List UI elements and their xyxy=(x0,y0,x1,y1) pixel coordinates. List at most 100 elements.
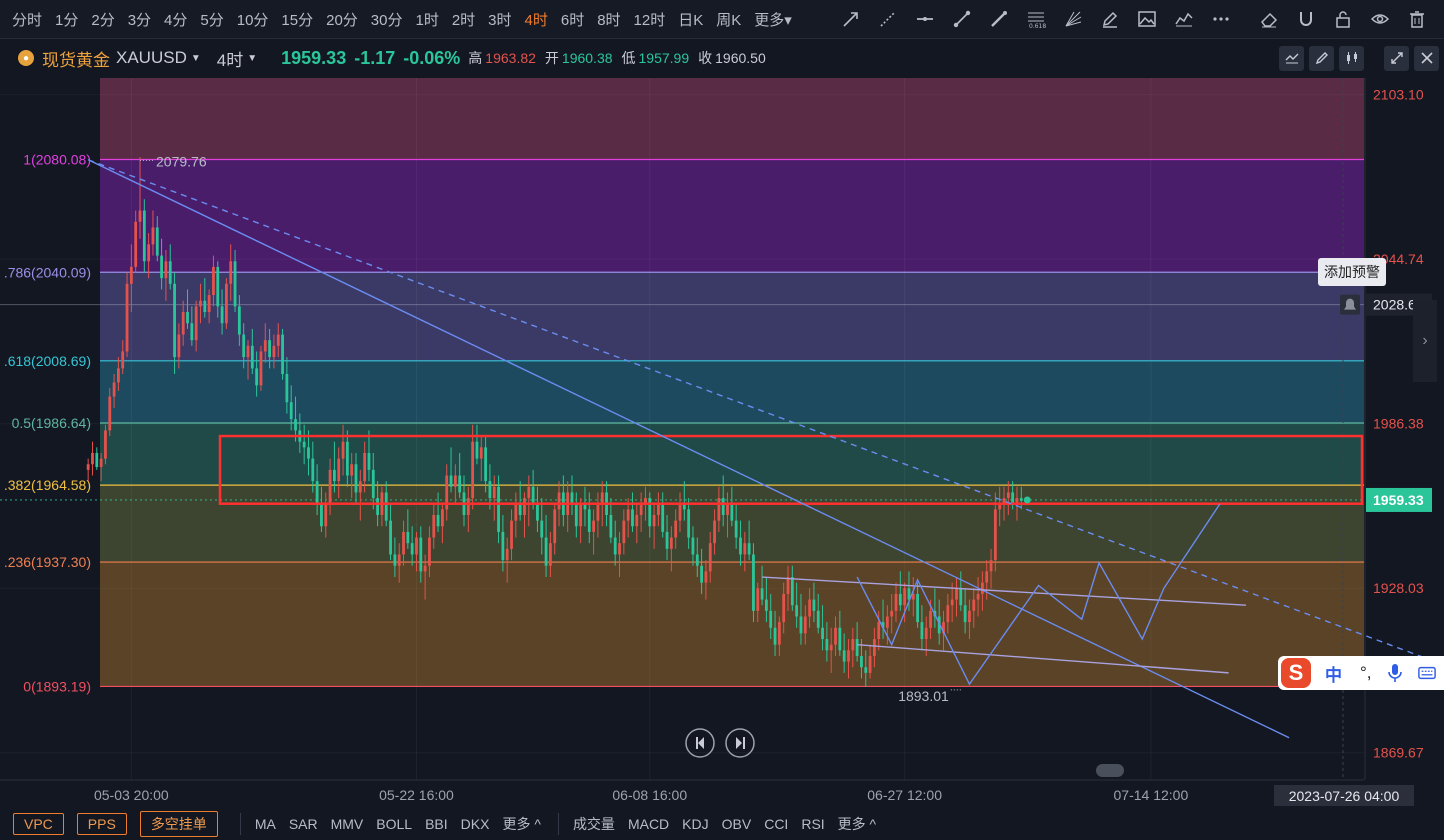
indicator-settings-icon[interactable] xyxy=(1279,45,1304,71)
resistance-box[interactable] xyxy=(218,434,1364,505)
horizontal-line-icon[interactable] xyxy=(912,6,938,32)
ime-punctuation[interactable]: °, xyxy=(1360,663,1372,682)
main_indicators-1[interactable]: SAR xyxy=(288,816,318,832)
timeframe-9[interactable]: 30分 xyxy=(370,11,403,29)
period-label[interactable]: 4时 xyxy=(216,50,244,70)
trendline-lower-channel[interactable] xyxy=(857,643,1229,674)
timeframe-10[interactable]: 1时 xyxy=(415,11,439,29)
candle-154 xyxy=(752,554,755,611)
fib-band-0.618 xyxy=(100,360,1364,423)
sub_indicators-0[interactable]: 成交量 xyxy=(572,816,615,832)
symbol-code[interactable]: XAUUSD xyxy=(116,48,187,67)
sogou-logo-icon[interactable]: S xyxy=(1281,658,1311,688)
candle-159 xyxy=(773,627,777,645)
timeframe-4[interactable]: 4分 xyxy=(164,11,188,29)
fibonacci-icon[interactable]: 0.618 xyxy=(1023,6,1049,32)
symbol-caret-down-icon[interactable]: ▼ xyxy=(190,52,201,64)
timeframe-19[interactable]: 更多▾ xyxy=(754,11,792,29)
period-caret-down-icon[interactable]: ▼ xyxy=(247,52,258,64)
candle-119 xyxy=(600,492,604,504)
trash-icon[interactable] xyxy=(1404,6,1430,32)
pill-0[interactable]: VPC xyxy=(13,813,64,835)
sub_indicators-5[interactable]: RSI xyxy=(801,816,825,832)
timeframe-13[interactable]: 4时 xyxy=(524,11,548,29)
candle-style-icon[interactable] xyxy=(1339,45,1364,71)
main_indicators-4[interactable]: BBI xyxy=(425,816,448,832)
magnet-icon[interactable] xyxy=(1293,6,1319,32)
main_indicators-6[interactable]: 更多 ^ xyxy=(502,816,541,832)
candle-24 xyxy=(190,323,194,341)
eye-icon[interactable] xyxy=(1367,6,1393,32)
timeframe-1[interactable]: 1分 xyxy=(55,11,79,29)
sub_indicators-6[interactable]: 更多 ^ xyxy=(837,816,877,832)
image-icon[interactable] xyxy=(1134,6,1160,32)
pencil-icon[interactable] xyxy=(1097,6,1123,32)
trendline-downtrend-dashed[interactable] xyxy=(87,159,1428,660)
candle-174 xyxy=(838,627,842,651)
timeframe-17[interactable]: 日K xyxy=(678,11,704,29)
microphone-icon[interactable] xyxy=(1386,663,1404,683)
playback-next-button[interactable] xyxy=(725,728,755,758)
timeframe-12[interactable]: 3时 xyxy=(488,11,512,29)
candle-74 xyxy=(406,531,410,544)
keyboard-icon[interactable] xyxy=(1417,663,1436,683)
sub_indicators-1[interactable]: MACD xyxy=(627,816,670,832)
timeframe-15[interactable]: 8时 xyxy=(597,11,621,29)
trend-line-icon[interactable] xyxy=(838,6,864,32)
chevron-right-icon[interactable]: › xyxy=(1413,300,1437,382)
main_indicators-2[interactable]: MMV xyxy=(330,816,364,832)
low-label: 低 xyxy=(621,50,636,66)
pill-1[interactable]: PPS xyxy=(76,813,127,835)
more-icon[interactable] xyxy=(1208,6,1234,32)
bell-icon[interactable] xyxy=(1344,298,1356,310)
timeframe-8[interactable]: 20分 xyxy=(326,11,358,29)
candle-84 xyxy=(449,475,453,487)
scroll-toggle[interactable] xyxy=(1096,764,1124,777)
timeframe-0[interactable]: 分时 xyxy=(12,11,43,29)
pill-2[interactable]: 多空挂单 xyxy=(139,811,218,837)
brush-icon[interactable] xyxy=(986,6,1012,32)
ray-icon[interactable] xyxy=(875,6,901,32)
timeframe-11[interactable]: 2时 xyxy=(451,11,476,29)
fan-icon[interactable] xyxy=(1060,6,1086,32)
ime-language[interactable]: 中 xyxy=(1325,665,1342,685)
eraser-icon[interactable] xyxy=(1256,6,1282,32)
timeframe-6[interactable]: 10分 xyxy=(236,11,269,29)
segment-icon[interactable] xyxy=(949,6,975,32)
candlestick-chart[interactable]: 1(2080.08) .786(2040.09) .618(2008.69) 0.5(… xyxy=(0,78,1444,806)
candle-144 xyxy=(708,543,712,572)
candle-188 xyxy=(898,593,902,606)
trendline-neckline[interactable] xyxy=(762,576,1246,606)
main_indicators-0[interactable]: MA xyxy=(254,816,276,832)
timeframe-3[interactable]: 3分 xyxy=(127,11,152,29)
lock-icon[interactable] xyxy=(1330,6,1356,32)
sub_indicators-3[interactable]: OBV xyxy=(721,816,752,832)
candle-27 xyxy=(203,300,207,312)
main_indicators-5[interactable]: DKX xyxy=(460,816,490,832)
timeframe-18[interactable]: 周K xyxy=(716,11,742,29)
wave-icon[interactable] xyxy=(1171,6,1197,32)
candle-177 xyxy=(851,639,855,651)
low-marker-label: 1893.01 xyxy=(898,688,949,704)
sub_indicators-4[interactable]: CCI xyxy=(764,816,789,832)
timeframe-5[interactable]: 5分 xyxy=(200,11,224,29)
main_indicators-3[interactable]: BOLL xyxy=(376,816,413,832)
timeframe-14[interactable]: 6时 xyxy=(560,11,585,29)
timeframe-2[interactable]: 2分 xyxy=(91,11,115,29)
trendline-downtrend-main[interactable] xyxy=(87,159,1290,739)
candle-212 xyxy=(1002,498,1006,504)
close-icon[interactable] xyxy=(1414,45,1439,71)
sub_indicators-2[interactable]: KDJ xyxy=(682,816,709,832)
expand-icon[interactable] xyxy=(1384,45,1409,71)
top-toolbar: 分时 1分 2分 3分 4分 5分 10分 15分 20分 30分 1时 2时 3时 4时 6时 8时 12时日… xyxy=(0,0,1444,39)
draw-edit-icon[interactable] xyxy=(1309,45,1334,71)
candle-136 xyxy=(674,520,678,538)
candle-215 xyxy=(1015,498,1019,504)
timeframe-16[interactable]: 12时 xyxy=(633,11,666,29)
trendline-zigzag[interactable] xyxy=(856,503,1221,686)
timeframe-7[interactable]: 15分 xyxy=(281,11,314,29)
drawing-tools: 0.618 xyxy=(827,0,1430,38)
symbol-name[interactable]: 现货黄金 xyxy=(42,50,110,70)
candle-118 xyxy=(596,503,600,521)
playback-prev-button[interactable] xyxy=(685,728,715,758)
